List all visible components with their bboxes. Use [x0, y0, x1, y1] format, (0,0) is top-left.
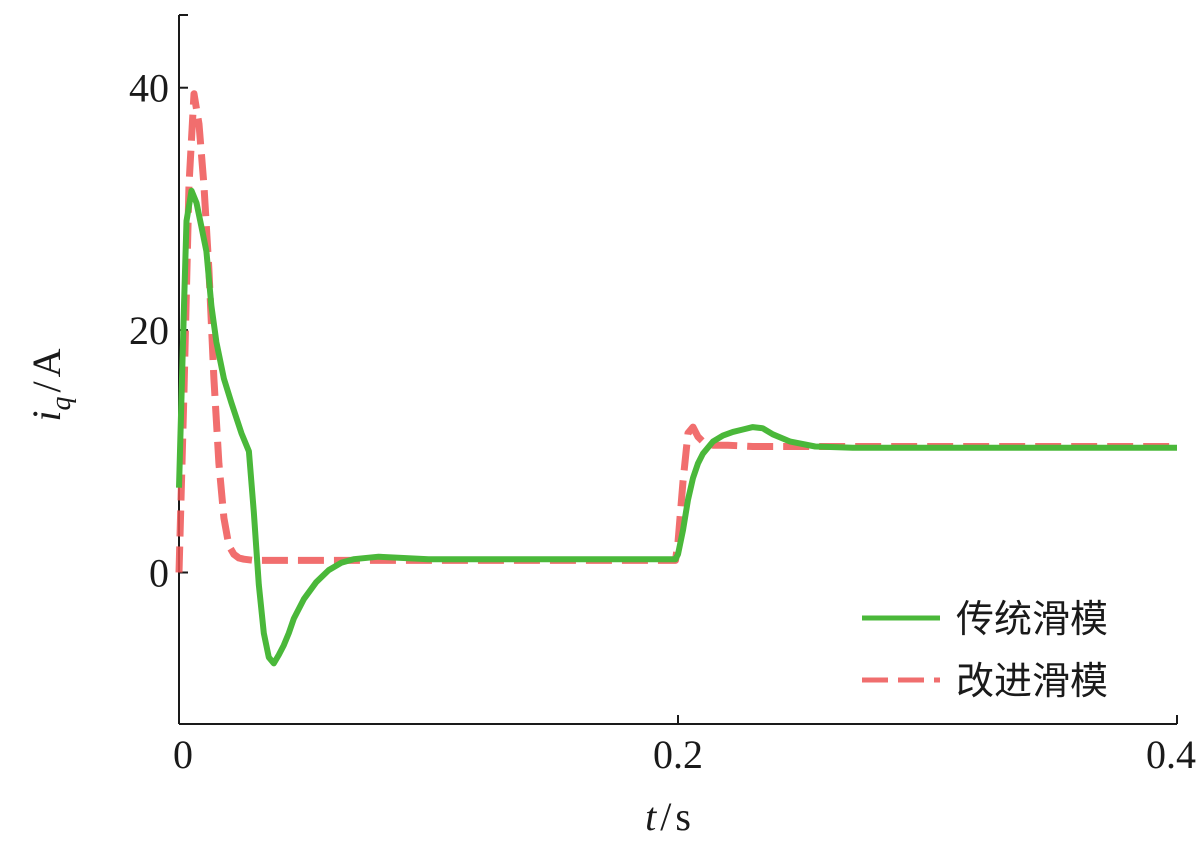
- series-line-improved: [175, 90, 1177, 573]
- y-tick-label: 40: [129, 66, 169, 111]
- x-axis-label-unit: s: [675, 794, 691, 839]
- x-axis-label: t / s: [645, 794, 691, 839]
- y-tick-label: 20: [129, 308, 169, 353]
- x-tick-label: 0.4: [1146, 732, 1196, 777]
- y-axis-label-sep: /: [24, 380, 69, 392]
- series-layer: [175, 90, 1177, 667]
- x-axis-label-var: t: [645, 794, 657, 839]
- y-axis-label-sub: q: [46, 396, 77, 410]
- x-tick-label: 0.2: [653, 732, 703, 777]
- x-axis-label-sep: /: [660, 794, 672, 839]
- y-axis-label-var: i: [24, 410, 69, 421]
- x-ticks: 0 0.2 0.4: [173, 715, 1196, 777]
- legend-label-improved: 改进滑模: [956, 659, 1108, 703]
- y-axis-label: iq / A: [24, 348, 77, 421]
- legend: 传统滑模 改进滑模: [862, 597, 1108, 703]
- y-axis-label-unit: A: [24, 348, 69, 377]
- y-tick-label: 0: [149, 551, 169, 596]
- x-tick-label: 0: [173, 732, 193, 777]
- legend-label-traditional: 传统滑模: [956, 597, 1108, 641]
- series-line-traditional: [176, 187, 1177, 667]
- y-ticks: 0 20 40: [129, 66, 188, 596]
